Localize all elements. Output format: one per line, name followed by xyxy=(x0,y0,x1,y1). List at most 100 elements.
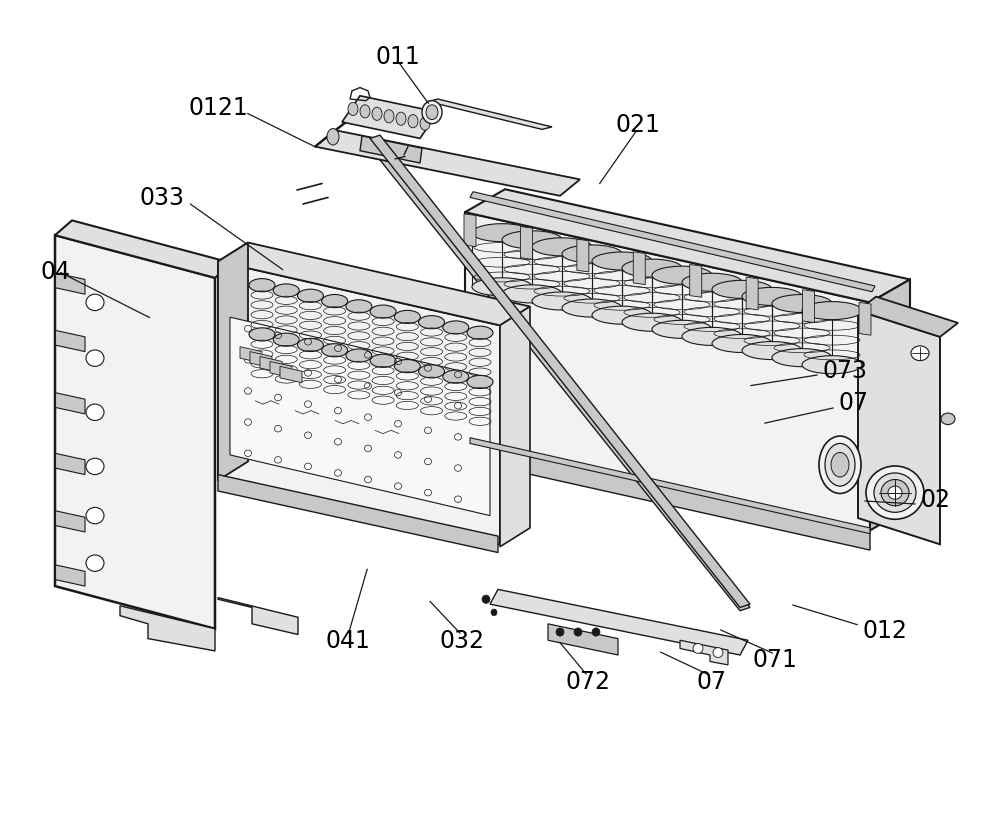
Ellipse shape xyxy=(86,459,104,475)
Ellipse shape xyxy=(249,328,275,342)
Ellipse shape xyxy=(772,349,832,367)
Polygon shape xyxy=(218,243,248,481)
Text: 032: 032 xyxy=(440,628,484,653)
Text: 02: 02 xyxy=(920,487,950,512)
Polygon shape xyxy=(490,590,748,655)
Ellipse shape xyxy=(491,609,497,616)
Polygon shape xyxy=(360,137,422,164)
Ellipse shape xyxy=(346,301,372,314)
Ellipse shape xyxy=(592,307,652,325)
Polygon shape xyxy=(218,598,298,635)
Ellipse shape xyxy=(249,279,275,292)
Ellipse shape xyxy=(273,333,299,346)
Ellipse shape xyxy=(360,106,370,119)
Ellipse shape xyxy=(419,365,445,378)
Ellipse shape xyxy=(574,628,582,636)
Ellipse shape xyxy=(273,284,299,297)
Ellipse shape xyxy=(394,311,420,324)
Ellipse shape xyxy=(592,628,600,636)
Ellipse shape xyxy=(941,414,955,425)
Ellipse shape xyxy=(297,290,323,303)
Ellipse shape xyxy=(502,286,562,304)
Ellipse shape xyxy=(394,360,420,373)
Ellipse shape xyxy=(443,371,469,384)
Ellipse shape xyxy=(86,351,104,367)
Polygon shape xyxy=(803,291,815,324)
Text: 033: 033 xyxy=(140,186,184,210)
Ellipse shape xyxy=(652,267,712,285)
Text: 011: 011 xyxy=(376,45,420,70)
Ellipse shape xyxy=(742,288,802,306)
Ellipse shape xyxy=(682,328,742,346)
Text: 072: 072 xyxy=(566,669,610,694)
Ellipse shape xyxy=(831,453,849,477)
Polygon shape xyxy=(690,265,702,298)
Ellipse shape xyxy=(556,628,564,636)
Polygon shape xyxy=(858,297,958,337)
Polygon shape xyxy=(55,393,85,414)
Ellipse shape xyxy=(322,295,348,308)
Ellipse shape xyxy=(802,356,862,374)
Ellipse shape xyxy=(819,437,861,494)
Polygon shape xyxy=(746,278,758,310)
Polygon shape xyxy=(859,303,871,336)
Ellipse shape xyxy=(322,344,348,357)
Polygon shape xyxy=(315,100,375,147)
Polygon shape xyxy=(428,100,552,130)
Ellipse shape xyxy=(86,508,104,524)
Polygon shape xyxy=(465,190,910,303)
Text: 073: 073 xyxy=(822,358,867,382)
Ellipse shape xyxy=(86,405,104,421)
Polygon shape xyxy=(370,136,750,608)
Ellipse shape xyxy=(562,300,622,318)
Polygon shape xyxy=(250,352,272,369)
Polygon shape xyxy=(218,243,530,326)
Ellipse shape xyxy=(348,103,358,116)
Ellipse shape xyxy=(622,314,682,332)
Polygon shape xyxy=(55,274,85,295)
Ellipse shape xyxy=(881,480,909,506)
Ellipse shape xyxy=(682,274,742,292)
Text: 07: 07 xyxy=(838,391,868,415)
Polygon shape xyxy=(870,280,910,531)
Ellipse shape xyxy=(370,305,396,319)
Ellipse shape xyxy=(712,335,772,353)
Ellipse shape xyxy=(422,102,442,124)
Polygon shape xyxy=(55,511,85,532)
Ellipse shape xyxy=(712,281,772,299)
Polygon shape xyxy=(218,262,500,545)
Ellipse shape xyxy=(467,327,493,340)
Ellipse shape xyxy=(327,129,339,146)
Ellipse shape xyxy=(372,108,382,121)
Polygon shape xyxy=(270,362,292,378)
Polygon shape xyxy=(230,318,490,516)
Ellipse shape xyxy=(825,444,855,486)
Text: 041: 041 xyxy=(326,628,370,653)
Polygon shape xyxy=(470,192,875,292)
Polygon shape xyxy=(55,331,85,352)
Polygon shape xyxy=(55,221,232,278)
Ellipse shape xyxy=(532,292,592,310)
Ellipse shape xyxy=(472,224,532,242)
Polygon shape xyxy=(465,441,870,550)
Ellipse shape xyxy=(502,232,562,250)
Ellipse shape xyxy=(562,246,622,264)
Ellipse shape xyxy=(472,278,532,296)
Ellipse shape xyxy=(911,346,929,361)
Text: 0121: 0121 xyxy=(188,96,248,120)
Ellipse shape xyxy=(802,302,862,320)
Polygon shape xyxy=(260,357,282,373)
Polygon shape xyxy=(240,347,262,364)
Ellipse shape xyxy=(346,350,372,363)
Ellipse shape xyxy=(426,106,438,120)
Polygon shape xyxy=(464,215,476,247)
Polygon shape xyxy=(120,606,215,651)
Ellipse shape xyxy=(297,339,323,352)
Ellipse shape xyxy=(874,473,916,513)
Ellipse shape xyxy=(592,253,652,271)
Ellipse shape xyxy=(384,111,394,124)
Ellipse shape xyxy=(532,238,592,256)
Ellipse shape xyxy=(888,486,902,500)
Ellipse shape xyxy=(622,260,682,278)
Ellipse shape xyxy=(772,295,832,313)
